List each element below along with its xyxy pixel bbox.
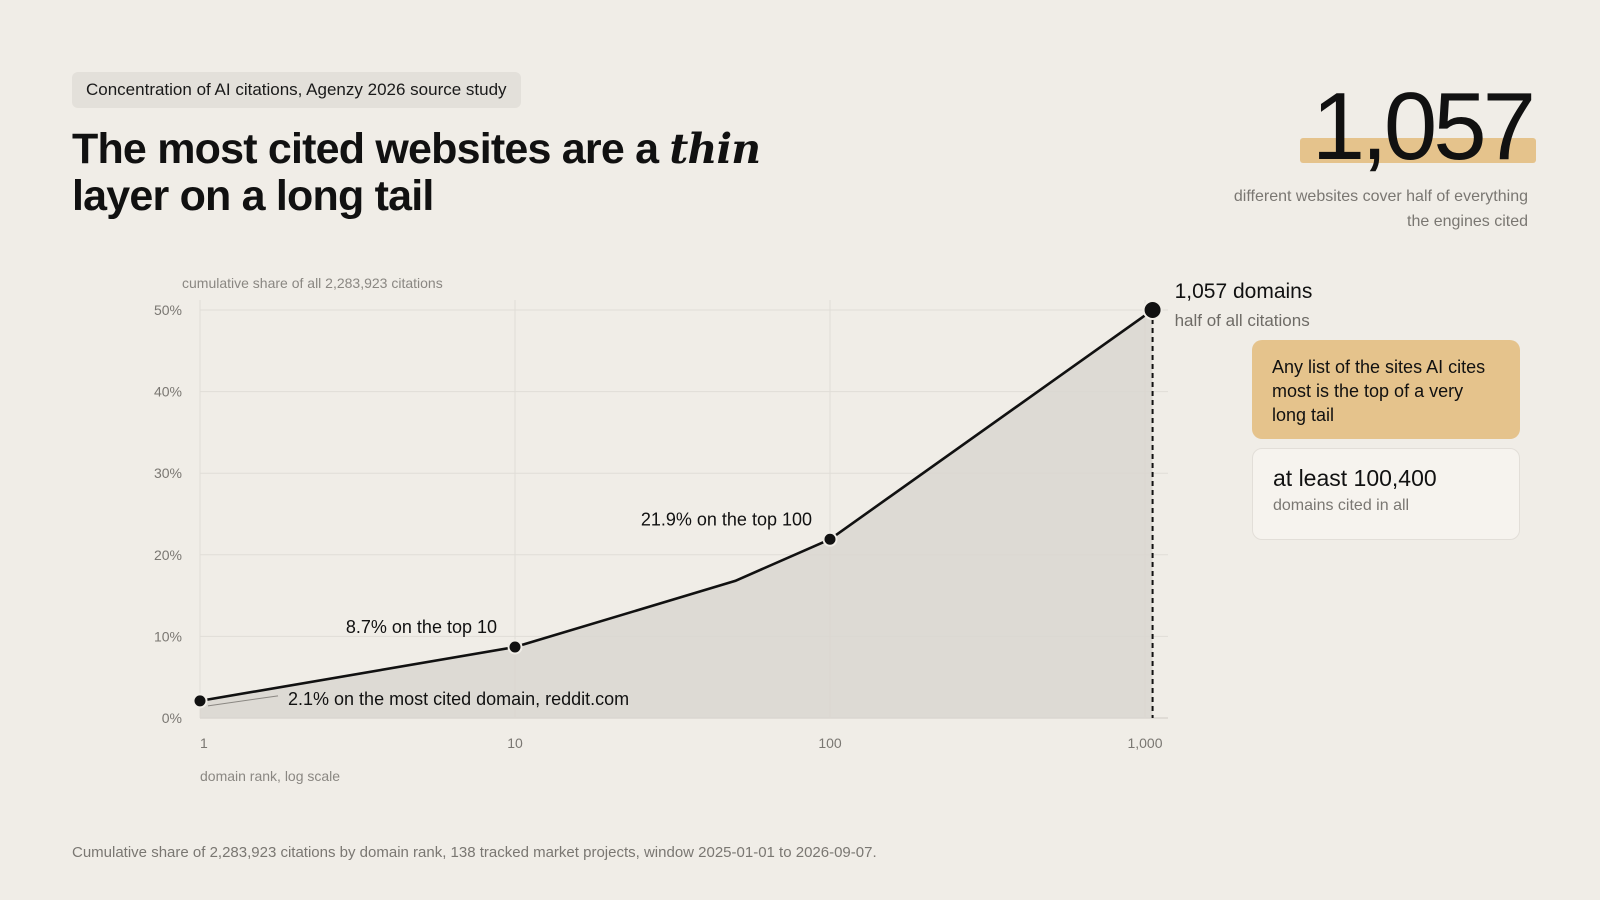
hero-subtitle: different websites cover half of everyth…: [1176, 184, 1536, 234]
hero-stat: 1,057 different websites cover half of e…: [1176, 72, 1536, 234]
footnote: Cumulative share of 2,283,923 citations …: [72, 844, 877, 861]
annotation-leader-line: [207, 695, 279, 707]
half-mark-point: [1142, 300, 1163, 320]
point-annotation-sub: half of all citations: [1175, 311, 1310, 330]
headline: The most cited websites are a thin layer…: [72, 126, 792, 220]
point-annotation: 21.9% on the top 100: [641, 509, 812, 529]
headline-part-2: layer on a long tail: [72, 172, 434, 220]
y-tick-label: 20%: [154, 547, 182, 563]
callout-long-tail: Any list of the sites AI cites most is t…: [1252, 340, 1520, 439]
x-axis-label: domain rank, log scale: [200, 768, 340, 784]
y-tick-label: 10%: [154, 628, 182, 644]
y-axis-label: cumulative share of all 2,283,923 citati…: [182, 275, 443, 291]
hero-subtitle-line-1: different websites cover half of everyth…: [1233, 188, 1528, 205]
annotations: 2.1% on the most cited domain, reddit.co…: [288, 280, 1312, 709]
x-tick-label: 1: [200, 735, 208, 751]
y-tick-label: 0%: [162, 710, 182, 726]
callout-total-domains: at least 100,400 domains cited in all: [1252, 448, 1520, 540]
x-tick-label: 100: [818, 735, 842, 751]
axis-ticks: 0% 10% 20% 30% 40% 50% 1 10 100 1,000: [154, 302, 1163, 751]
y-tick-label: 30%: [154, 465, 182, 481]
total-domains-label: domains cited in all: [1273, 497, 1410, 514]
y-tick-label: 40%: [154, 384, 182, 400]
hero-number: 1,057: [1299, 72, 1536, 182]
series-line: [199, 308, 1154, 703]
headline-part-1: The most cited websites are a: [72, 125, 670, 173]
point-annotation: 2.1% on the most cited domain, reddit.co…: [288, 689, 629, 709]
point-annotation: 1,057 domains: [1175, 280, 1313, 303]
hero-highlight: [1299, 138, 1536, 163]
area-fill: [200, 310, 1153, 718]
hero-subtitle-line-2: the engines cited: [1407, 213, 1528, 230]
highlight-point: [507, 639, 523, 655]
y-tick-label: 50%: [154, 302, 182, 318]
highlight-points: [192, 300, 1163, 709]
x-tick-label: 1,000: [1127, 735, 1162, 751]
highlight-point: [822, 531, 838, 547]
headline-emphasis: thin: [669, 125, 761, 173]
chart-tag: Concentration of AI citations, Agenzy 20…: [72, 72, 521, 108]
total-domains-value: at least 100,400: [1273, 465, 1437, 491]
point-annotation: 8.7% on the top 10: [346, 617, 497, 637]
x-tick-label: 10: [507, 735, 523, 751]
highlight-point: [192, 693, 208, 709]
hero-number-text: 1,057: [1311, 73, 1536, 180]
